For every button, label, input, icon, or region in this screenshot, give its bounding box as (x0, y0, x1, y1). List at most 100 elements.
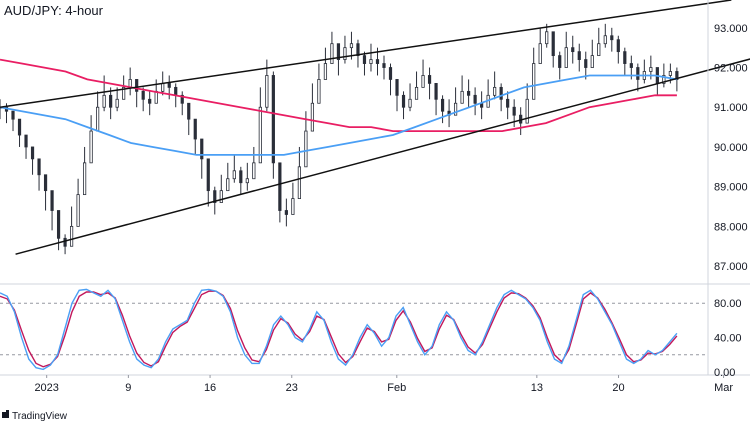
candle-body (161, 83, 165, 92)
ma-blue-line (0, 74, 678, 156)
candle-body (115, 98, 119, 108)
time-tick-label: 9 (125, 382, 131, 394)
candle-body (291, 198, 295, 215)
candle-body (506, 98, 510, 108)
candle-body (623, 51, 627, 64)
upper-trendline (0, 0, 732, 108)
candle-body (427, 75, 432, 84)
candle-body (154, 90, 158, 104)
candle-body (369, 59, 373, 64)
candle-body (538, 43, 542, 64)
candle-body (421, 75, 425, 88)
candle-body (278, 162, 282, 211)
candle-body (577, 51, 581, 60)
candle-body (310, 102, 315, 132)
candle-body (382, 63, 386, 68)
candle-body (473, 94, 477, 104)
candle-body (629, 63, 633, 68)
candle-body (545, 31, 549, 45)
candle-body (69, 225, 74, 247)
candle-body (636, 67, 640, 80)
candle-body (532, 63, 536, 100)
candle-body (330, 43, 334, 64)
time-tick-label: Feb (387, 382, 406, 394)
candle-body (96, 106, 100, 132)
candle-body (467, 90, 471, 96)
candle-body (11, 110, 15, 120)
candle-body (571, 47, 575, 53)
candle-body (434, 83, 438, 100)
tradingview-logo-icon (2, 410, 9, 418)
candle-body (56, 210, 61, 239)
candle-body (551, 31, 555, 57)
lower-trendline (15, 58, 750, 255)
candle-body (219, 190, 223, 203)
candle-body (252, 162, 256, 180)
stochastic-k-line (0, 288, 678, 371)
candle-body (584, 59, 588, 68)
candle-body (187, 102, 191, 120)
candle-body (258, 106, 262, 164)
oscillator-pane (0, 288, 708, 371)
time-tick-label: 23 (286, 382, 298, 394)
time-tick-label: 20 (612, 382, 624, 394)
candle-body (564, 47, 568, 68)
tradingview-brand: TradingView (12, 411, 68, 422)
candle-body (239, 170, 243, 184)
candle-body (323, 63, 328, 80)
candle-body (76, 194, 80, 227)
candle-body (245, 178, 249, 184)
candle-body (284, 210, 288, 215)
candle-body (17, 118, 22, 136)
candle-body (597, 43, 601, 57)
candle-body (167, 83, 171, 88)
candle-body (135, 79, 139, 92)
candle-body (349, 43, 354, 49)
oscillator-tick-label: 0.00 (714, 367, 735, 379)
candle-body (408, 98, 412, 108)
candle-body (297, 166, 301, 199)
candle-body (499, 86, 503, 100)
time-tick-label: 16 (204, 382, 216, 394)
candle-body (453, 102, 458, 116)
candle-body (180, 94, 184, 104)
candle-body (304, 130, 308, 168)
candle-body (603, 35, 607, 45)
candle-body (317, 79, 321, 104)
candle-body (460, 90, 464, 104)
candle-body (375, 59, 380, 64)
candle-body (401, 94, 406, 108)
candle-body (226, 178, 230, 192)
candle-body (206, 158, 210, 192)
candle-body (83, 162, 87, 196)
price-tick-label: 93.000 (714, 23, 748, 35)
candle-body (30, 146, 35, 160)
price-tick-label: 88.000 (714, 221, 748, 233)
price-tick-label: 89.000 (714, 182, 748, 194)
candle-body (193, 118, 197, 140)
candle-body (558, 55, 562, 68)
candle-body (102, 94, 106, 108)
candle-body (43, 174, 48, 192)
candle-body (232, 170, 236, 180)
candle-body (63, 237, 67, 247)
candle-body (616, 39, 620, 53)
price-tick-label: 92.000 (714, 63, 748, 75)
ma-pink-line (0, 58, 677, 133)
candle-body (200, 138, 204, 160)
candle-body (265, 75, 269, 108)
candle-body (649, 67, 653, 72)
price-tick-label: 87.000 (714, 261, 748, 273)
candle-body (343, 47, 347, 60)
candle-body (213, 190, 217, 203)
time-tick-label: 2023 (34, 382, 58, 394)
candle-body (512, 106, 516, 116)
oscillator-tick-label: 40.00 (714, 333, 742, 345)
price-tick-label: 91.000 (714, 102, 748, 114)
candle-body (174, 86, 178, 96)
stochastic-d-line (0, 290, 678, 368)
candle-body (122, 86, 126, 100)
candle-body (271, 75, 275, 164)
candle-body (388, 67, 393, 80)
